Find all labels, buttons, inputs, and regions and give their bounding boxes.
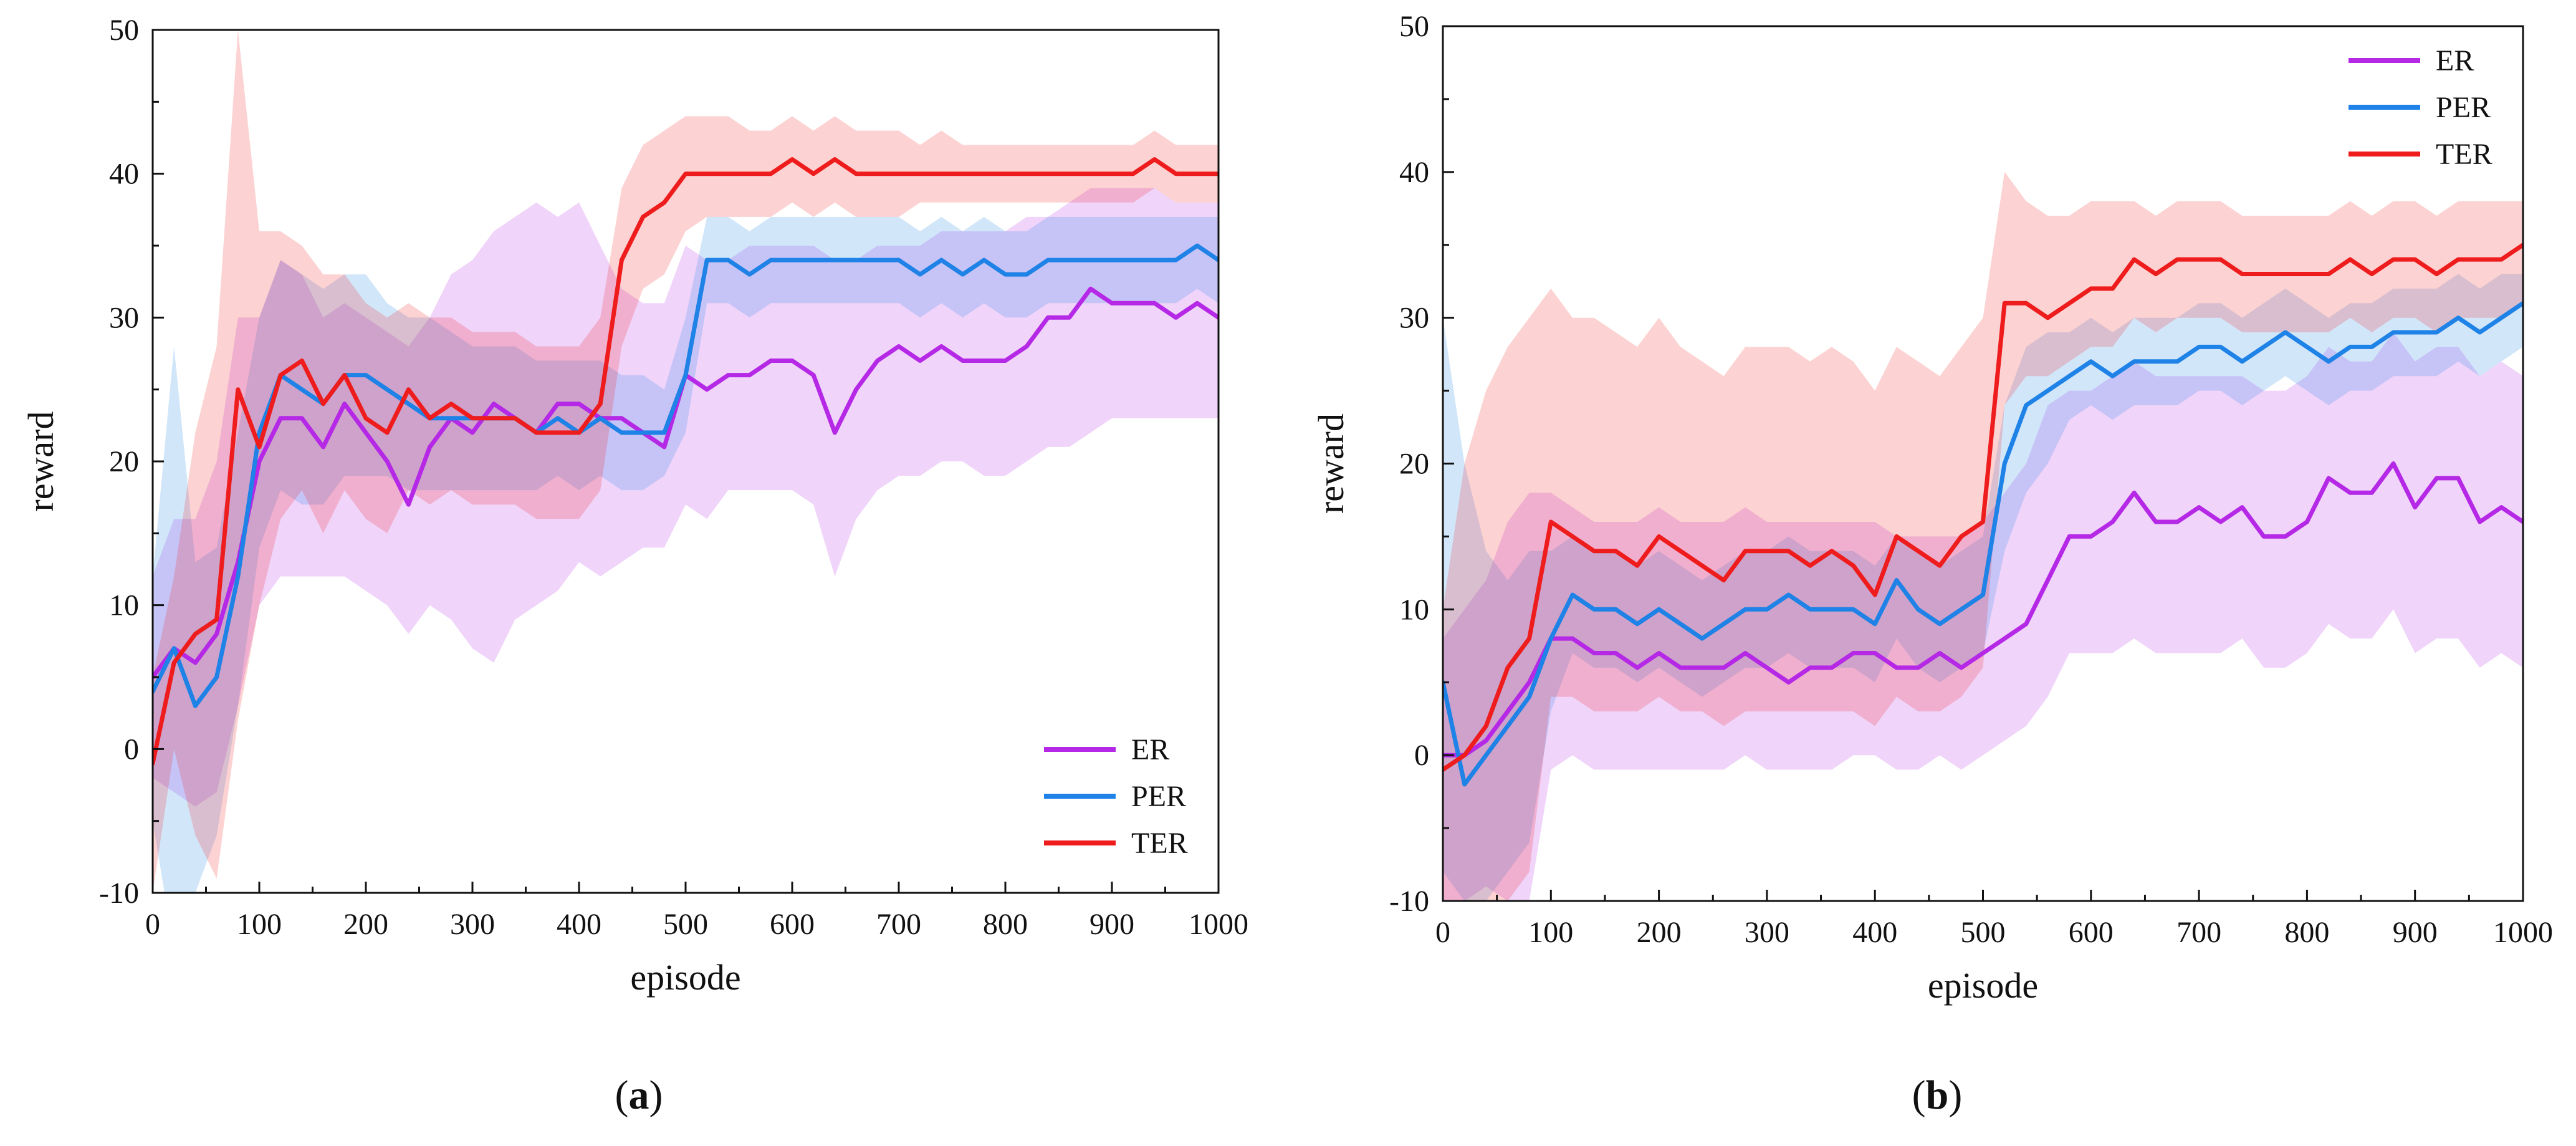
y-tick-label: -10 [1389, 885, 1429, 918]
x-tick-label: 300 [450, 908, 495, 941]
x-tick-label: 100 [1528, 916, 1573, 949]
x-tick-label: 1000 [1189, 908, 1248, 941]
lines-group [1443, 243, 2523, 787]
bands-group [1443, 171, 2523, 901]
y-axis-title: reward [1311, 413, 1351, 514]
x-tick-label: 500 [663, 908, 708, 941]
series-line-per [1443, 301, 2523, 787]
y-tick-label: 50 [1399, 10, 1429, 43]
y-tick-label: 50 [109, 14, 139, 47]
legend-label-er: ER [1131, 733, 1169, 766]
x-tick-label: 800 [2284, 916, 2329, 949]
band-ter [1443, 171, 2523, 901]
y-tick-label: 20 [1399, 448, 1429, 481]
x-tick-label: 600 [2069, 916, 2114, 949]
panel-b: 0 100 200 300 400 500 600 700 800 900 1000-1001020… [1311, 10, 2553, 1006]
band-per [153, 216, 1219, 893]
band-er [153, 188, 1219, 807]
x-tick-label: 400 [557, 908, 601, 941]
legend: ER PER TER [1044, 733, 1188, 860]
x-tick-label: 300 [1745, 916, 1789, 949]
x-tick-label: 900 [1089, 908, 1134, 941]
panel-a: 0 100 200 300 400 500 600 700 800 900 1000-1001020… [21, 14, 1248, 998]
bands-group [153, 30, 1219, 893]
panel-label-a: (a) [615, 1072, 663, 1118]
x-tick-label: 100 [237, 908, 282, 941]
lines-group [153, 157, 1219, 766]
x-tick-label: 500 [1961, 916, 2006, 949]
y-tick-label: 0 [1414, 739, 1429, 772]
band-ter [153, 30, 1219, 893]
x-tick-label: 0 [1435, 916, 1450, 949]
series-line-ter [1443, 243, 2523, 772]
legend-label-er: ER [2436, 44, 2474, 77]
x-tick-label: 200 [1637, 916, 1682, 949]
y-tick-label: 10 [1399, 593, 1429, 626]
panel-label-b: (b) [1912, 1072, 1963, 1118]
x-tick-label: 200 [343, 908, 388, 941]
x-tick-label: 800 [983, 908, 1028, 941]
x-tick-label: 900 [2393, 916, 2438, 949]
legend-label-per: PER [2436, 91, 2491, 124]
legend: ER PER TER [2349, 44, 2492, 171]
x-axis-title: episode [630, 957, 740, 998]
series-line-er [1443, 461, 2523, 758]
x-tick-label: 700 [2176, 916, 2221, 949]
x-tick-label: 0 [145, 908, 160, 941]
y-tick-label: 30 [1399, 302, 1429, 335]
y-tick-label: 30 [109, 301, 139, 334]
x-axis-title: episode [1928, 965, 2038, 1006]
y-axis-title: reward [21, 411, 61, 511]
y-tick-label: 10 [109, 589, 139, 622]
x-tick-label: 400 [1852, 916, 1897, 949]
series-line-ter [153, 157, 1219, 766]
legend-label-ter: TER [1131, 827, 1188, 860]
x-tick-label: 1000 [2493, 916, 2553, 949]
y-tick-label: 0 [124, 733, 139, 766]
y-tick-label: 40 [109, 158, 139, 191]
band-er [1443, 332, 2523, 901]
y-tick-label: -10 [99, 877, 139, 910]
legend-label-ter: TER [2436, 138, 2492, 171]
legend-label-per: PER [1131, 780, 1186, 813]
x-tick-label: 600 [770, 908, 815, 941]
y-tick-label: 20 [109, 445, 139, 478]
x-tick-label: 700 [876, 908, 921, 941]
y-tick-label: 40 [1399, 156, 1429, 189]
